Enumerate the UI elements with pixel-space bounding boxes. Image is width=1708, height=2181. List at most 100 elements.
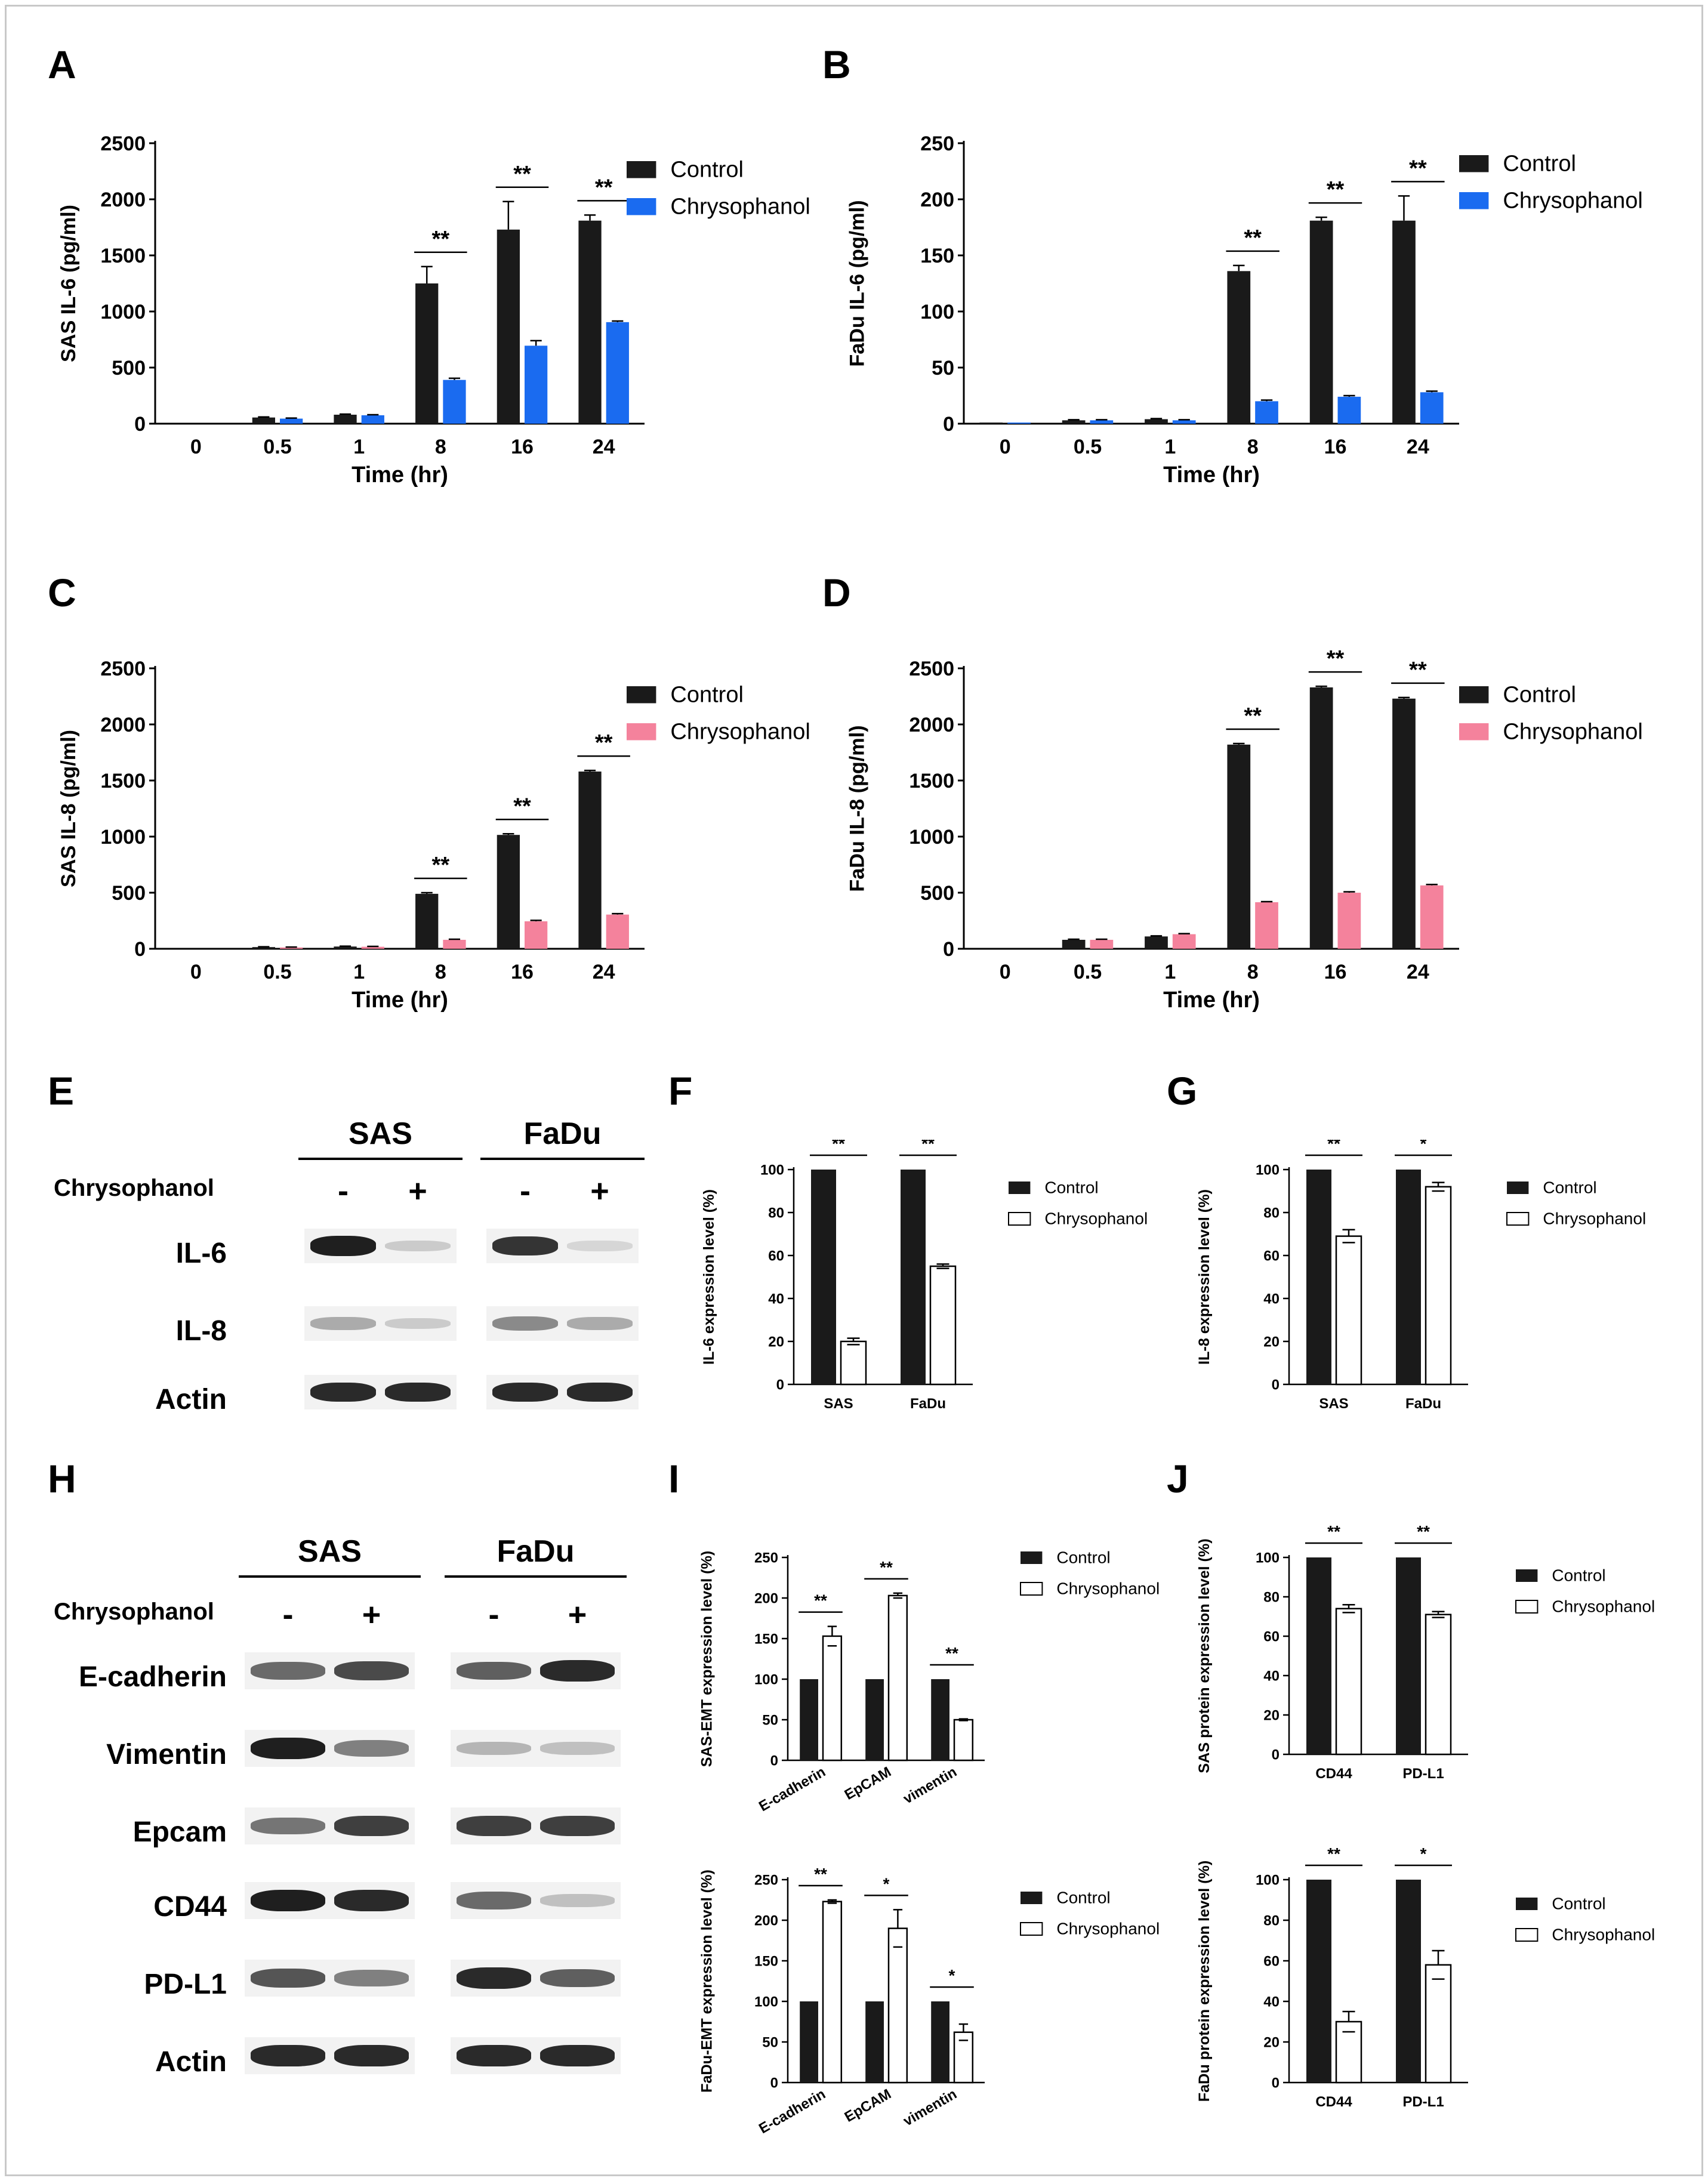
- panel-letter-d: D: [822, 570, 851, 615]
- x-tick-label: 24: [1407, 961, 1429, 983]
- bar-chrysophanol: [1172, 420, 1196, 424]
- x-tick-label: 8: [1247, 961, 1259, 983]
- bar-control: [800, 2001, 818, 2083]
- significance-marker: **: [1327, 1844, 1340, 1863]
- y-tick-label: 50: [762, 1712, 778, 1728]
- y-tick-label: 100: [760, 1162, 784, 1178]
- blot-group-label: FaDu: [497, 1534, 575, 1569]
- blot-row-label: Epcam: [132, 1816, 227, 1848]
- x-tick-label: 0.5: [263, 436, 291, 458]
- blot-row-label: PD-L1: [144, 1969, 227, 2000]
- blot-band: [540, 1660, 615, 1682]
- bar-chrysophanol: [953, 1719, 974, 1762]
- blot-group-line: [298, 1158, 463, 1160]
- legend-label: Chrysophanol: [1056, 1580, 1160, 1598]
- legend-swatch: [1459, 686, 1489, 704]
- blot-lane-sign: -: [520, 1173, 531, 1209]
- blot-treatment-label: Chrysophanol: [54, 1599, 214, 1625]
- significance-marker: **: [1327, 1522, 1340, 1541]
- blot-lane-sign: -: [338, 1173, 349, 1209]
- bar-chrysophanol: [887, 1594, 908, 1762]
- y-tick-label: 2500: [100, 132, 146, 155]
- panel-letter-g: G: [1167, 1069, 1198, 1113]
- bar-chrysophanol: [606, 914, 629, 949]
- bar-control: [1396, 1170, 1421, 1384]
- y-tick-label: 0: [1272, 2075, 1280, 2091]
- legend-label: Chrysophanol: [1503, 720, 1642, 745]
- bar-chrysophanol: [1425, 1614, 1452, 1756]
- bar-control: [334, 946, 357, 949]
- significance-marker: *: [1420, 1140, 1427, 1153]
- significance-marker: **: [432, 853, 450, 878]
- legend-swatch: [627, 723, 656, 741]
- bar-control: [252, 947, 275, 949]
- y-tick-label: 20: [768, 1334, 784, 1350]
- blot-band: [457, 1967, 531, 1989]
- chart-g: 0 20 40 60 80 100 IL-8 expression level (%) SAS…: [1196, 1140, 1646, 1412]
- significance-marker: **: [1244, 226, 1262, 251]
- y-tick-label: 0: [1272, 1747, 1280, 1763]
- x-tick-label: 0.5: [1074, 961, 1102, 983]
- legend-swatch: [1020, 1922, 1043, 1936]
- y-tick-label: 80: [768, 1205, 784, 1221]
- y-axis-label: FaDu-EMT expression level (%): [699, 1870, 716, 2093]
- legend-label: Chrysophanol: [1044, 1210, 1148, 1228]
- bar-chrysophanol: [1335, 1608, 1362, 1756]
- blot-band: [492, 1236, 558, 1255]
- y-tick-label: 500: [112, 357, 146, 380]
- y-tick-label: 2000: [100, 189, 146, 211]
- y-tick-label: 200: [754, 1912, 778, 1929]
- x-tick-label: 24: [593, 436, 615, 458]
- bar-chrysophanol: [1255, 401, 1278, 424]
- blot-band: [567, 1241, 633, 1251]
- x-tick-label: FaDu: [1405, 1396, 1441, 1412]
- blot-row-label: CD44: [153, 1891, 227, 1923]
- bar-control: [865, 1679, 884, 1760]
- legend-swatch: [1021, 1551, 1043, 1564]
- y-tick-label: 150: [754, 1631, 778, 1647]
- y-tick-label: 0: [770, 1753, 778, 1769]
- bar-control: [1145, 419, 1168, 424]
- significance-marker: **: [513, 162, 531, 187]
- blot-group-line: [480, 1158, 645, 1160]
- legend-label: Chrysophanol: [1503, 189, 1642, 214]
- y-tick-label: 2000: [909, 714, 954, 736]
- y-tick-label: 40: [1263, 1668, 1280, 1684]
- blot-band: [567, 1382, 633, 1402]
- chart-i-fadu-emt: 0 50 100 150 200 250 FaDu-EMT expression level…: [699, 1865, 1160, 2137]
- bar-chrysophanol: [525, 921, 548, 949]
- bar-control: [497, 229, 520, 424]
- significance-marker: *: [949, 1966, 955, 1985]
- bar-control: [1396, 1880, 1421, 2083]
- x-tick-label: E-cadherin: [756, 2086, 828, 2137]
- bar-chrysophanol: [929, 1265, 957, 1386]
- blot-band: [540, 1894, 615, 1907]
- x-tick-label: CD44: [1315, 2094, 1352, 2110]
- bar-chrysophanol: [1090, 420, 1114, 424]
- blot-band: [334, 1890, 409, 1911]
- blot-row-label: IL-8: [175, 1315, 227, 1347]
- blot-lane-sign: +: [408, 1173, 427, 1209]
- significance-marker: **: [595, 175, 613, 200]
- bar-control: [1396, 1557, 1421, 1754]
- legend-label: Chrysophanol: [670, 720, 810, 745]
- blot-group-line: [239, 1575, 421, 1578]
- bar-control: [1309, 687, 1333, 949]
- y-tick-label: 20: [1263, 1334, 1280, 1350]
- significance-marker: **: [945, 1644, 958, 1662]
- legend-swatch: [1020, 1582, 1043, 1596]
- bar-control: [578, 220, 602, 424]
- blot-band: [540, 1816, 615, 1836]
- x-tick-label: 0: [1000, 436, 1011, 458]
- bar-chrysophanol: [1420, 392, 1444, 424]
- x-tick-label: CD44: [1315, 1766, 1352, 1782]
- y-tick-label: 0: [134, 938, 146, 961]
- bar-chrysophanol: [443, 380, 466, 424]
- bar-chrysophanol: [1335, 1235, 1362, 1386]
- significance-marker: **: [1409, 156, 1427, 181]
- bar-chrysophanol: [280, 418, 303, 424]
- x-tick-label: 16: [1324, 436, 1347, 458]
- bar-control: [800, 1679, 818, 1760]
- y-tick-label: 500: [920, 882, 954, 905]
- bar-chrysophanol: [361, 946, 384, 949]
